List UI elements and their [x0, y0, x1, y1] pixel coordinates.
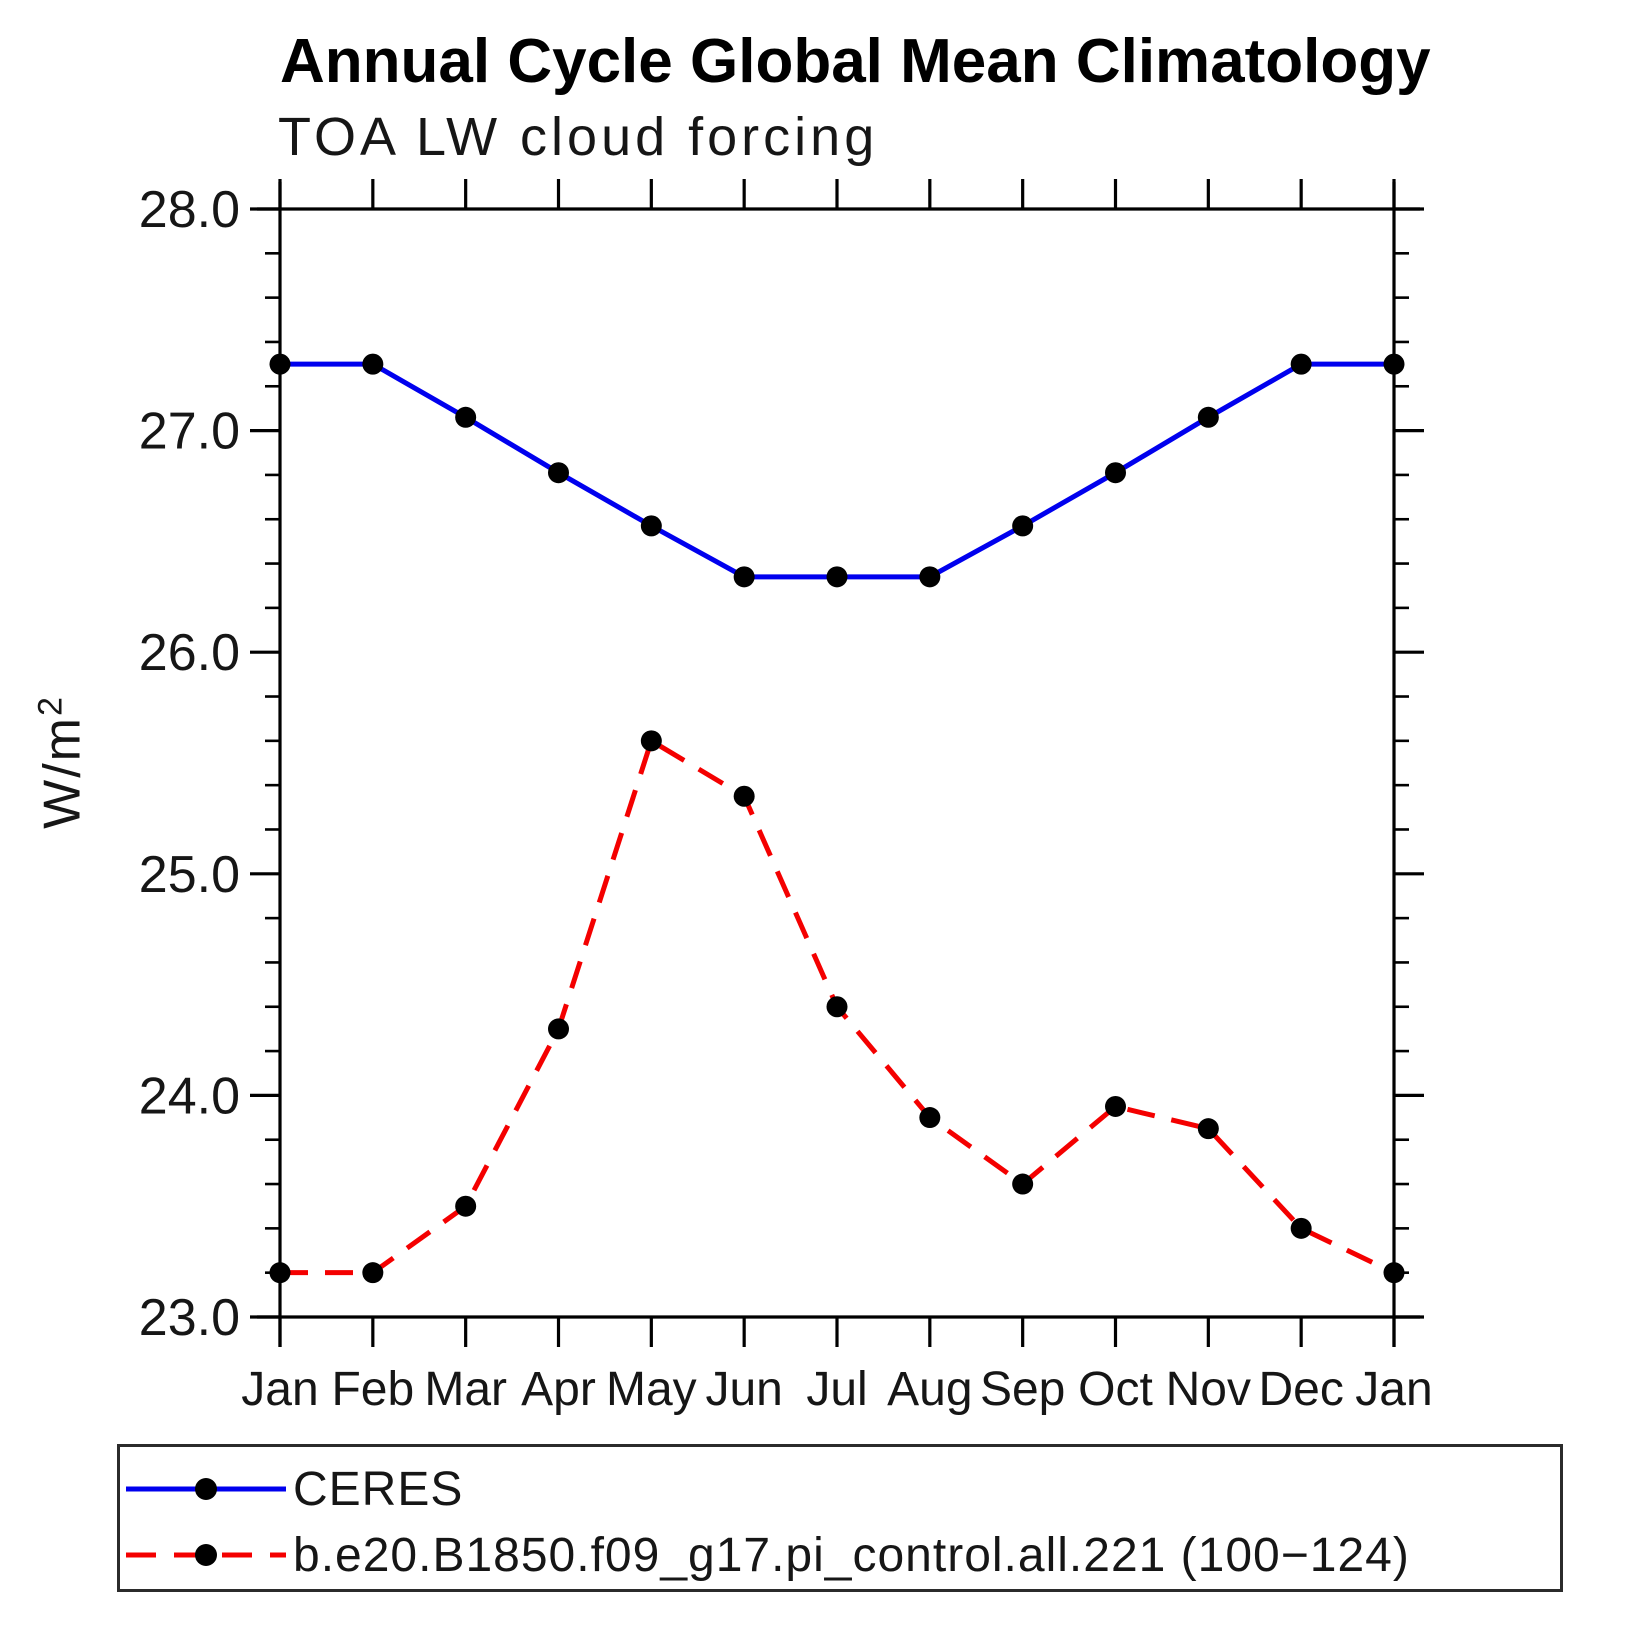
svg-text:Apr: Apr — [521, 1363, 596, 1416]
legend-label-model: b.e20.B1850.f09_g17.pi_control.all.221 (… — [293, 1528, 1410, 1582]
legend-swatch-dashed-line — [126, 1544, 286, 1566]
svg-text:Jul: Jul — [806, 1363, 867, 1416]
legend-swatch-solid-line — [126, 1478, 286, 1500]
svg-text:Jan: Jan — [1355, 1363, 1432, 1416]
svg-text:27.0: 27.0 — [139, 403, 240, 461]
legend-marker-dot — [195, 1478, 217, 1500]
svg-text:Jan: Jan — [241, 1363, 318, 1416]
svg-text:Oct: Oct — [1078, 1363, 1153, 1416]
page-title: Annual Cycle Global Mean Climatology — [280, 27, 1431, 96]
svg-text:Feb: Feb — [331, 1363, 414, 1416]
svg-text:28.0: 28.0 — [139, 181, 240, 239]
svg-text:Dec: Dec — [1258, 1363, 1343, 1416]
svg-text:25.0: 25.0 — [139, 846, 240, 904]
svg-text:Mar: Mar — [424, 1363, 507, 1416]
legend-label-ceres: CERES — [293, 1462, 464, 1516]
svg-text:24.0: 24.0 — [139, 1067, 240, 1125]
svg-text:23.0: 23.0 — [139, 1289, 240, 1347]
svg-text:Jun: Jun — [705, 1363, 782, 1416]
svg-text:Nov: Nov — [1166, 1363, 1251, 1416]
legend-entry-model: b.e20.B1850.f09_g17.pi_control.all.221 (… — [124, 1527, 1560, 1583]
svg-text:Sep: Sep — [980, 1363, 1065, 1416]
svg-text:Aug: Aug — [887, 1363, 972, 1416]
legend-entry-ceres: CERES — [124, 1461, 1560, 1517]
svg-text:26.0: 26.0 — [139, 624, 240, 682]
svg-text:May: May — [606, 1363, 697, 1416]
legend-marker-dot — [195, 1544, 217, 1566]
legend-box: CERES b.e20.B1850.f09_g17.pi_control.all… — [117, 1444, 1563, 1592]
chart-subtitle: TOA LW cloud forcing — [278, 107, 879, 167]
